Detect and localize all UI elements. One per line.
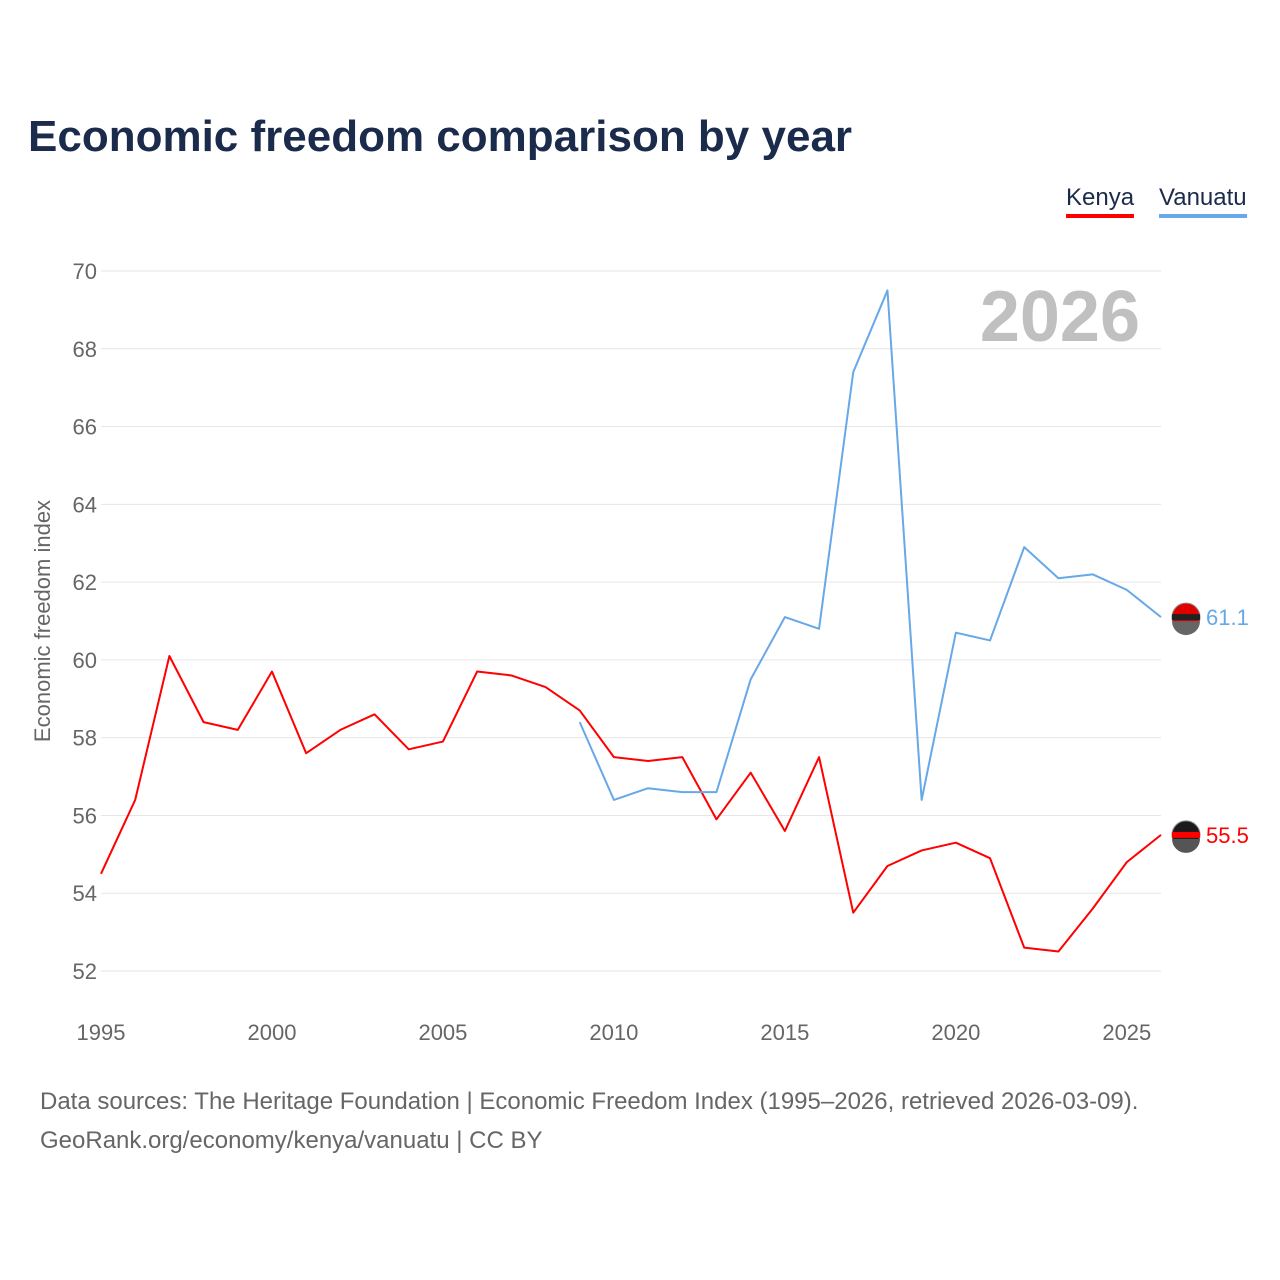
y-tick-label: 68 [73, 337, 97, 362]
chart-title: Economic freedom comparison by year [28, 112, 853, 161]
y-axis-label: Economic freedom index [30, 500, 55, 742]
x-tick-label: 2025 [1102, 1020, 1151, 1045]
end-label-vanuatu: 61.1 [1206, 605, 1249, 630]
x-tick-label: 2020 [931, 1020, 980, 1045]
y-tick-label: 58 [73, 726, 97, 751]
x-tick-label: 2005 [418, 1020, 467, 1045]
y-tick-label: 70 [73, 259, 97, 284]
data-source: Data sources: The Heritage Foundation | … [40, 1088, 1139, 1115]
flag-kenya-stripe [1172, 831, 1200, 838]
y-tick-label: 60 [73, 648, 97, 673]
flag-vanuatu-lower [1172, 621, 1200, 636]
year-watermark: 2026 [980, 277, 1140, 357]
x-tick-label: 2015 [760, 1020, 809, 1045]
legend-vanuatu[interactable]: Vanuatu [1159, 184, 1247, 218]
y-tick-label: 52 [73, 959, 97, 984]
series-line-kenya [100, 655, 1162, 953]
y-tick-label: 66 [73, 415, 97, 440]
legend-kenya[interactable]: Kenya [1066, 184, 1135, 218]
x-tick-label: 1995 [77, 1020, 126, 1045]
y-tick-label: 62 [73, 570, 97, 595]
flag-vanuatu-stripe [1172, 614, 1200, 621]
series-line-vanuatu [578, 289, 1162, 801]
attribution: GeoRank.org/economy/kenya/vanuatu | CC B… [40, 1127, 543, 1154]
x-tick-label: 2010 [589, 1020, 638, 1045]
x-tick-label: 2000 [247, 1020, 296, 1045]
flag-kenya-lower [1172, 838, 1200, 853]
end-label-kenya: 55.5 [1206, 823, 1249, 848]
y-tick-label: 56 [73, 803, 97, 828]
y-tick-label: 54 [73, 881, 97, 906]
y-tick-label: 64 [73, 492, 97, 517]
